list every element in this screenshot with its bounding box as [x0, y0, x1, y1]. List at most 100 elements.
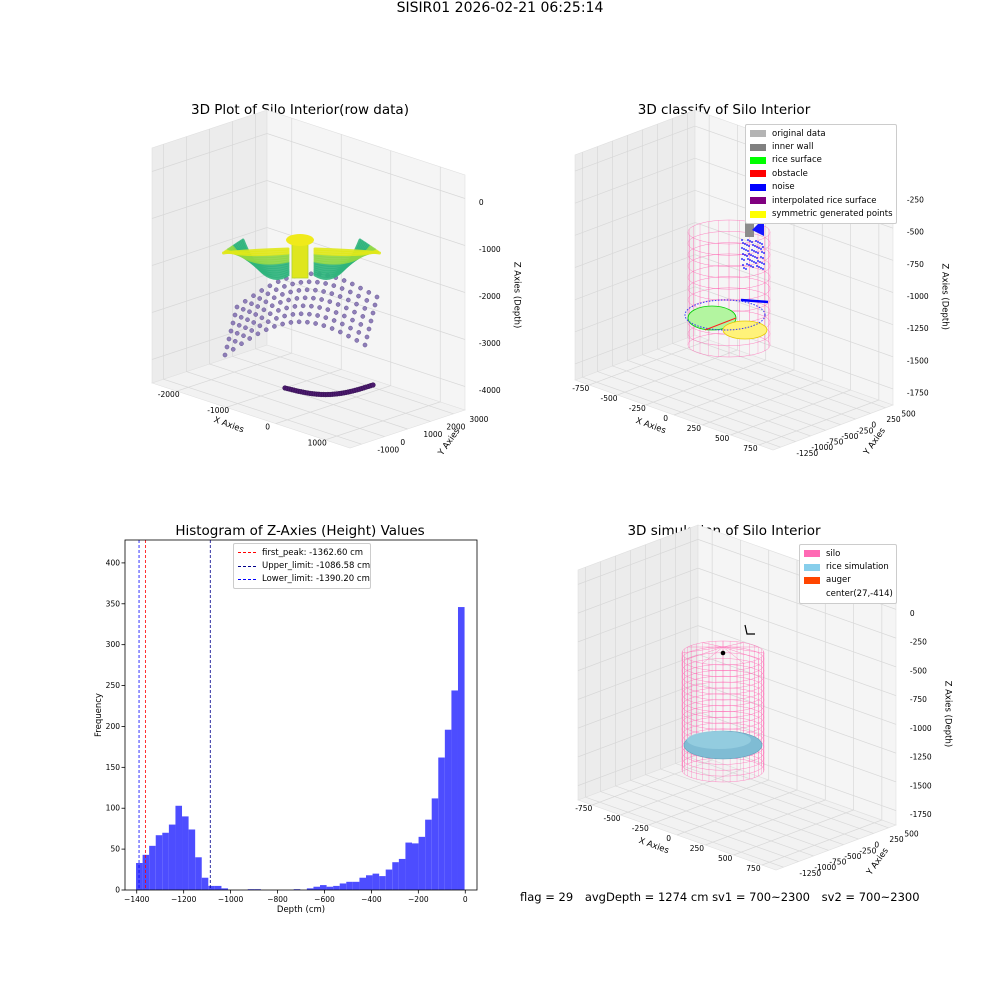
p1-mid-point — [298, 311, 304, 317]
p1-mid-point — [253, 312, 258, 317]
p1-mid-point — [267, 283, 273, 289]
p2-noise-point — [762, 268, 764, 270]
histogram-bar — [431, 798, 439, 890]
p2-noise-point — [748, 245, 750, 247]
histogram-y-tick-label: 100 — [106, 804, 121, 813]
p1-mid-point — [267, 311, 273, 317]
p1-mid-point — [259, 315, 265, 321]
p1-mid-point — [274, 316, 279, 321]
p1-mid-point — [341, 278, 347, 283]
p4-z-grid — [577, 682, 897, 754]
histogram-bar — [254, 889, 261, 890]
classify-legend-swatch — [750, 183, 766, 191]
classify-plot-title: 3D classify of Silo Interior — [637, 102, 811, 118]
p2-y-grid — [672, 118, 871, 414]
p2-noise-point — [744, 243, 746, 245]
p1-y-tick-label: -1000 — [377, 445, 399, 454]
p2-noise-point — [743, 248, 745, 250]
p4-z-grid — [577, 711, 897, 783]
p2-noise-point — [747, 250, 749, 252]
p4-z-tick-label: -750 — [910, 695, 927, 704]
histogram-bar — [346, 881, 353, 890]
p1-mid-point — [323, 315, 329, 320]
histogram-bar — [188, 829, 196, 890]
p1-mid-point — [234, 330, 240, 336]
p1-mid-point — [309, 303, 314, 309]
p2-z-grid — [574, 189, 894, 261]
p1-mid-point — [307, 311, 312, 317]
p4-z-tick-label: -1750 — [910, 810, 932, 819]
p1-mid-point — [364, 334, 370, 340]
p1-mid-point — [230, 346, 236, 352]
simulation-legend-label: silo — [826, 548, 841, 559]
classify-legend-swatch — [750, 143, 766, 151]
histogram-legend-swatch — [238, 578, 256, 580]
p4-z-grid — [577, 596, 897, 668]
p2-x-grid — [730, 165, 851, 436]
p2-y-grid — [687, 112, 886, 409]
p4-z-grid — [577, 567, 897, 639]
classify-legend-item: obstacle — [750, 167, 892, 180]
status-line: flag = 29 avgDepth = 1274 cm sv1 = 700~2… — [520, 890, 928, 904]
histogram-bar — [247, 889, 255, 890]
histogram-x-tick-label: −1400 — [124, 895, 150, 904]
p1-mid-point — [226, 336, 232, 342]
p1-mid-point — [296, 319, 302, 325]
p1-mid-point — [276, 308, 281, 313]
classify-legend-swatch — [750, 156, 766, 164]
classify-legend: original data inner wall rice surface obsta… — [745, 124, 897, 224]
p1-mid-point — [313, 287, 318, 293]
avg-depth-value: avgDepth = 1274 cm — [584, 890, 709, 904]
p1-mid-point — [288, 289, 293, 295]
p4-y-grid — [600, 561, 799, 862]
p1-mid-point — [339, 286, 345, 291]
p4-y-grid — [675, 533, 874, 834]
p2-noise-point — [756, 246, 758, 248]
p2-z-tick-label: -1750 — [907, 388, 929, 397]
p1-mid-point — [259, 288, 265, 293]
simulation-legend-swatch — [804, 590, 820, 597]
p2-noise-point — [750, 254, 752, 256]
classify-legend-item: original data — [750, 127, 892, 140]
p2-z-tick-label: -1250 — [907, 324, 929, 333]
p1-x-tick-label: -1000 — [207, 406, 229, 415]
histogram-bar — [385, 869, 393, 890]
p1-mid-point — [319, 297, 324, 302]
p2-y-tick-label: 0 — [871, 421, 876, 430]
p2-noise-point — [746, 244, 748, 246]
classify-legend-label: inner wall — [772, 142, 814, 153]
p4-y-tick-label: 250 — [889, 835, 904, 844]
p4-x-tick-label: -500 — [604, 814, 621, 823]
p1-mid-point — [348, 325, 353, 331]
p4-rice-highlight — [687, 731, 751, 749]
p2-noise-point — [754, 245, 756, 247]
p2-noise-point — [750, 265, 752, 267]
p1-y-tick-label: 3000 — [469, 415, 488, 424]
p1-mid-point — [370, 310, 376, 316]
histogram-bar — [333, 885, 340, 890]
p1-mid-point — [372, 302, 378, 308]
p1-mid-point — [335, 302, 341, 307]
p1-mid-point — [288, 320, 294, 325]
p4-y-tick-label: -750 — [829, 858, 846, 867]
p1-mid-point — [315, 279, 320, 285]
p2-x-grid — [617, 125, 738, 396]
histogram-bar — [444, 729, 452, 890]
p4-roof-line — [681, 646, 724, 654]
histogram-x-tick-label: −1000 — [218, 895, 244, 904]
p2-z-tick-label: -500 — [907, 228, 924, 237]
p4-y-tick-label: 500 — [904, 829, 919, 838]
histogram-legend-item: first_peak: -1362.60 cm — [238, 546, 366, 559]
p1-mid-point — [308, 271, 314, 277]
p1-mid-point — [298, 280, 304, 285]
p1-mid-point — [282, 284, 287, 289]
p1-x-grid — [275, 150, 392, 424]
p1-mid-point — [263, 299, 269, 305]
p1-mid-point — [232, 338, 238, 344]
p1-mid-point — [339, 321, 345, 327]
p1-mid-point — [280, 321, 285, 327]
p1-mid-point — [239, 341, 244, 347]
classify-legend-label: obstacle — [772, 168, 808, 179]
p2-obstacle — [704, 317, 737, 331]
p2-y-tick-label: 250 — [886, 415, 901, 424]
